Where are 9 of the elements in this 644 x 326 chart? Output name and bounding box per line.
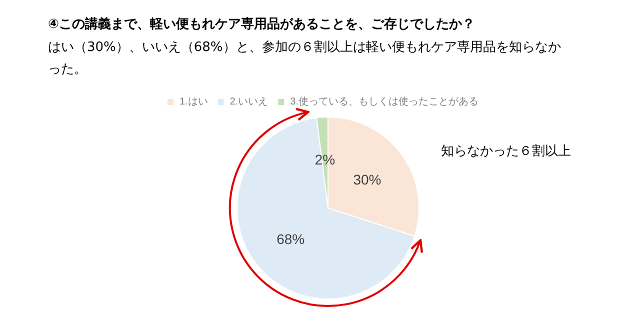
text: 知らなかった６割以上 [441, 143, 571, 160]
data-label: 68% [276, 230, 305, 247]
legend-label: 3.使っている、もしくは使ったことがある [290, 96, 479, 108]
data-label: 2% [314, 152, 336, 168]
legend-label: 2.いいえ [230, 96, 268, 108]
chart-subtitle: はい（30%）、いいえ（68%）と、参加の６割以上は軽い便もれケア専用品を知らなかった。 [48, 39, 562, 79]
legend-label: 1.はい [179, 96, 208, 108]
data-label: 30% [353, 171, 382, 188]
chart-title: ④この講義まで、軽い便もれケア専用品があることを、ご存じでしたか？ [48, 16, 476, 33]
